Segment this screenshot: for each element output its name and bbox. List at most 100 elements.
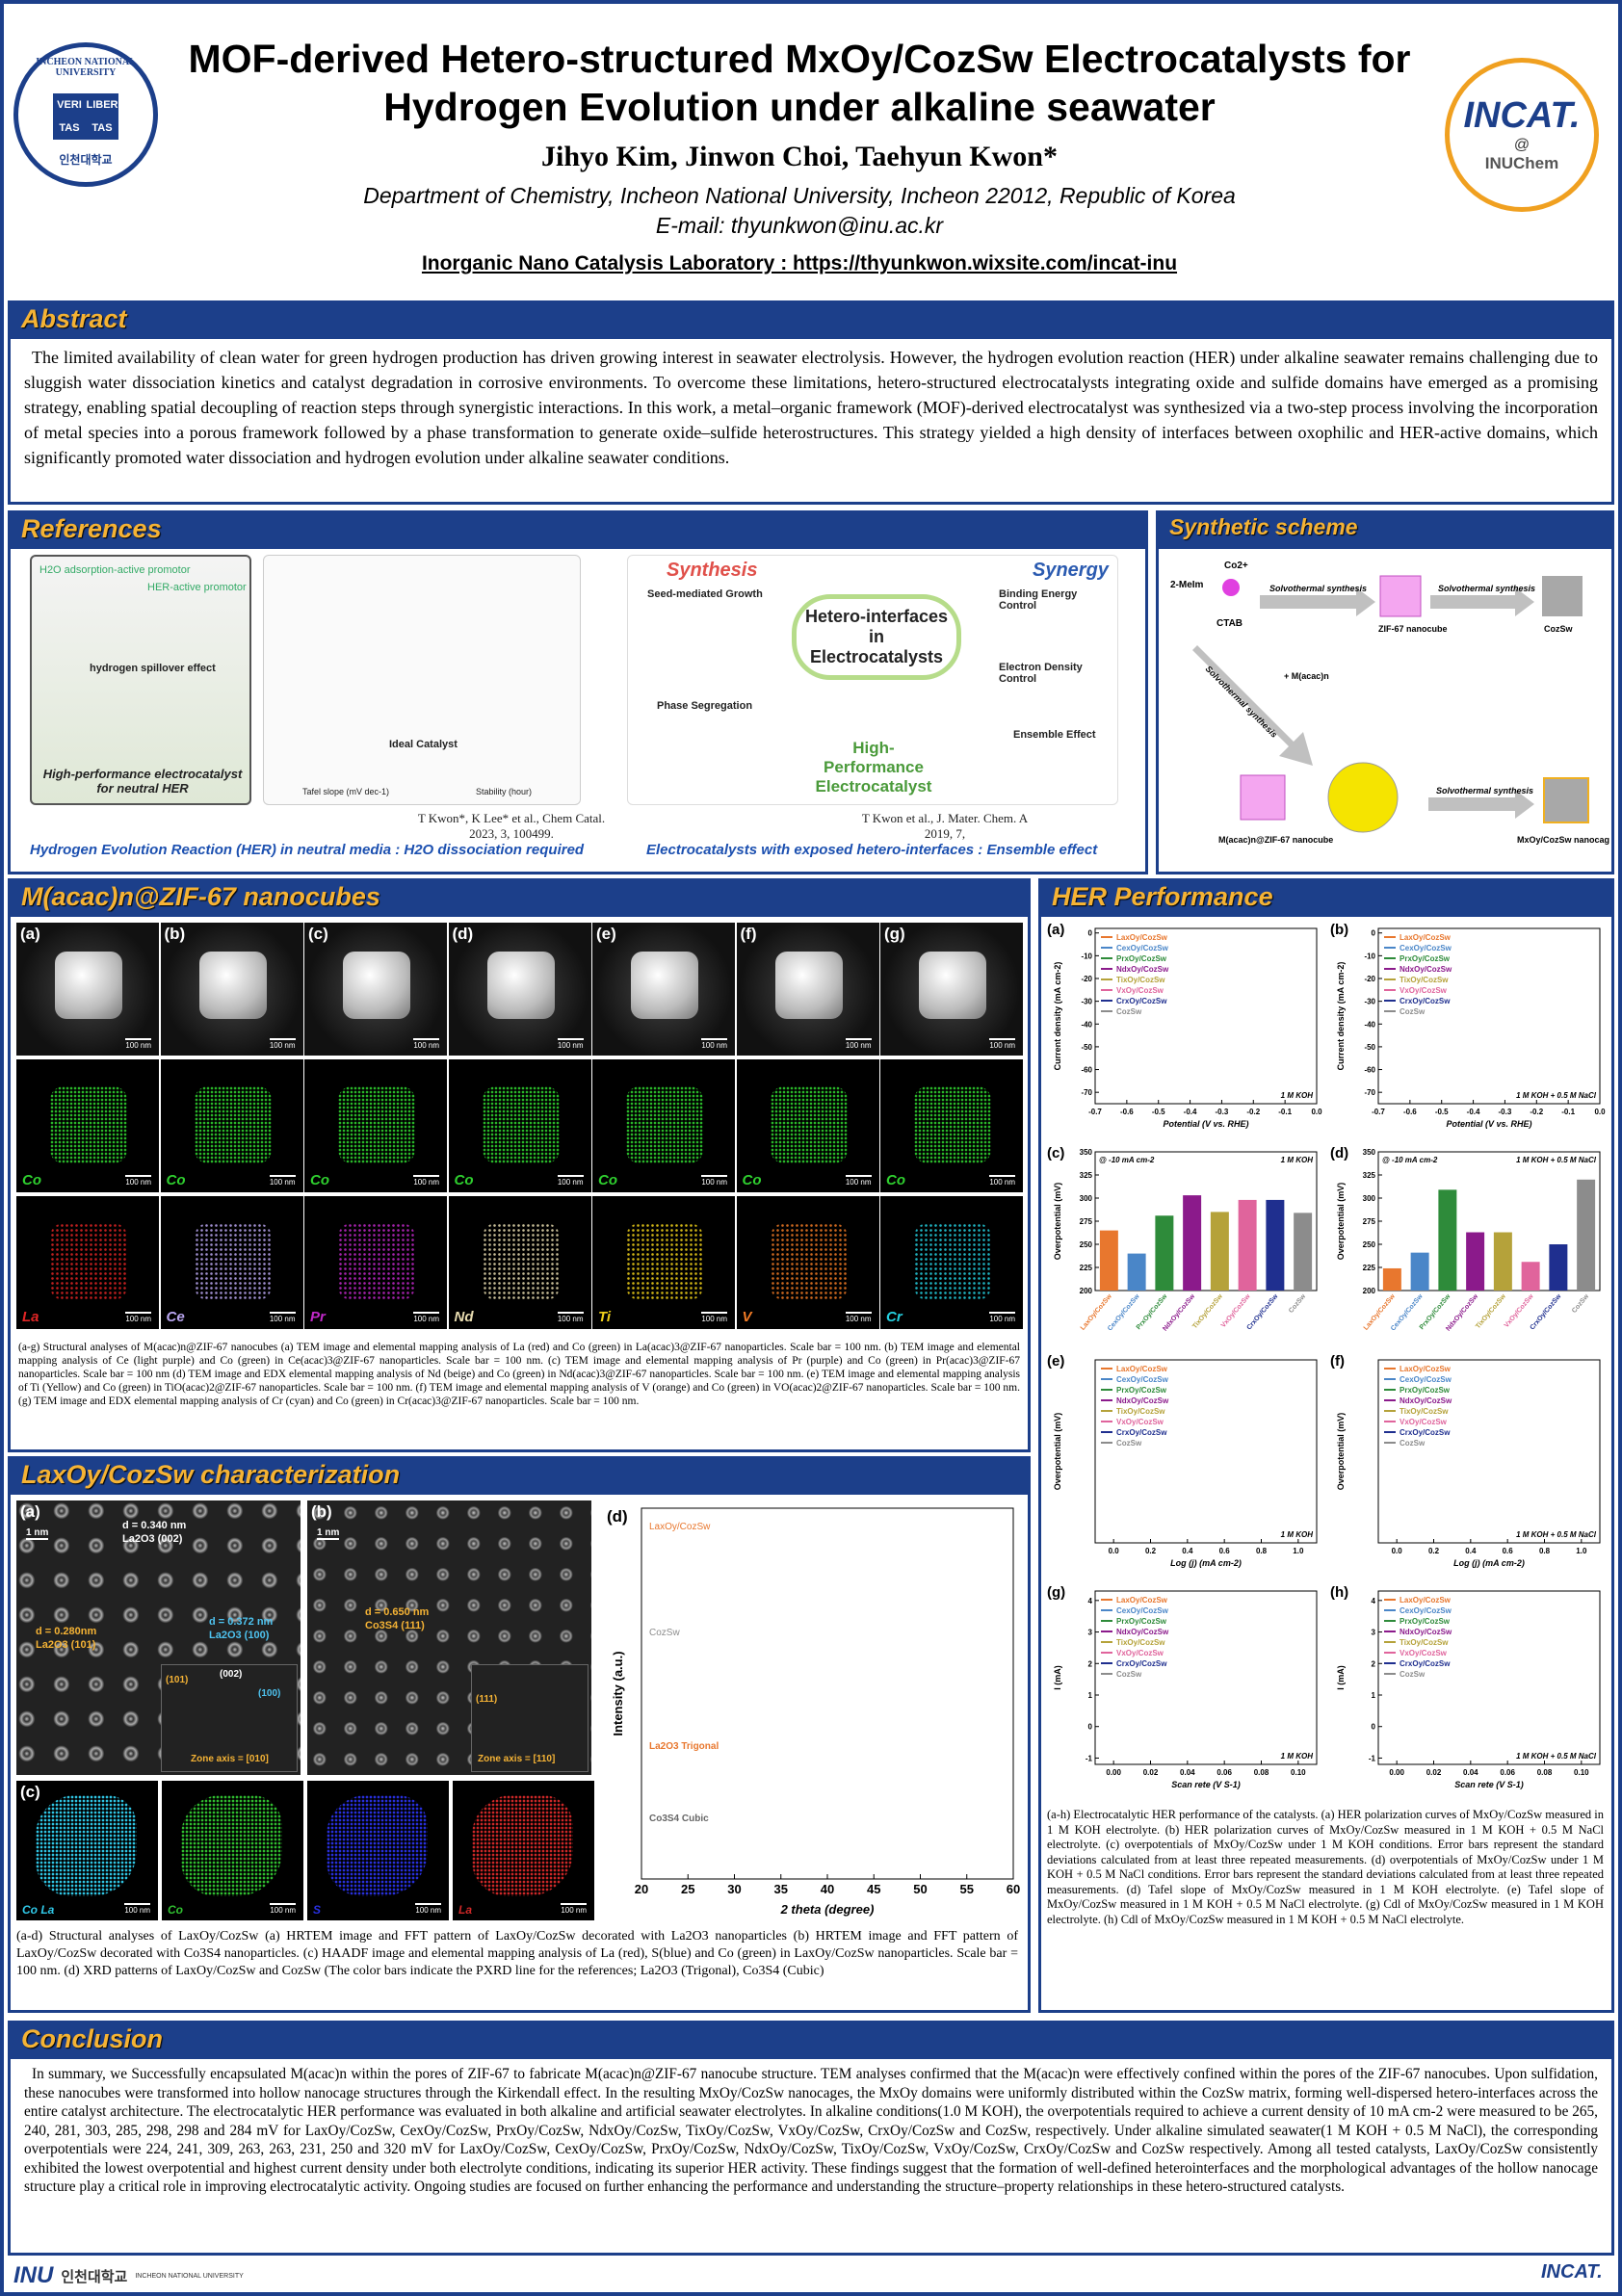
scale-bar: 100 nm — [701, 1175, 727, 1187]
haadf-map: (c) Co La 100 nm — [16, 1781, 158, 1920]
scheme-label: CTAB — [1216, 618, 1243, 629]
x-tick-label: 0.10 — [1291, 1768, 1306, 1777]
x-tick-label: -0.4 — [1467, 1108, 1480, 1116]
cube — [486, 952, 555, 1019]
university-logo: INCHEON NATIONAL UNIVERSITY VERI LIBER TA… — [13, 42, 158, 187]
element-label: La — [458, 1903, 473, 1917]
authors: Jihyo Kim, Jinwon Choi, Taehyun Kwon* — [540, 141, 1058, 172]
panel-label: (c) — [308, 925, 328, 943]
category-label: VxOy/CozSw — [1220, 1292, 1252, 1329]
legend-label: VxOy/CozSw — [1400, 986, 1448, 995]
y-axis-label: Overpotential (mV) — [1336, 1413, 1346, 1491]
y-tick-label: -50 — [1081, 1043, 1092, 1052]
y-tick-label: 300 — [1363, 1194, 1376, 1203]
panel-label: (g) — [884, 925, 905, 943]
figure-label: Hetero-interfaces in Electrocatalysts — [792, 594, 961, 680]
nanocubes-body: (a-g) Structural analyses of M(acac)n@ZI… — [11, 917, 1028, 1449]
x-axis-label: Scan rete (V S-1) — [1454, 1780, 1524, 1789]
y-axis-label: I (mA) — [1053, 1665, 1062, 1690]
bar — [1493, 1232, 1512, 1291]
legend-label: VxOy/CozSw — [1116, 1418, 1164, 1426]
y-tick-label: 2 — [1372, 1659, 1376, 1668]
bar — [1183, 1195, 1202, 1291]
figure-label: High-Performance Electrocatalyst — [815, 739, 932, 796]
y-tick-label: -10 — [1081, 952, 1092, 960]
scale-bar: 100 nm — [561, 1903, 587, 1915]
y-tick-label: -1 — [1369, 1754, 1376, 1762]
element-map: Cr 100 nm — [880, 1196, 1023, 1329]
figure-label: Stability (hour) — [476, 787, 533, 796]
note: 1 M KOH — [1281, 1091, 1314, 1100]
y-tick-label: -40 — [1081, 1020, 1092, 1029]
hrtem-image: (b) 1 nm d = 0.650 nm Co3S4 (111) (111) … — [307, 1500, 591, 1775]
note: 1 M KOH + 0.5 M NaCl — [1516, 1530, 1597, 1539]
y-tick-label: 0 — [1088, 929, 1093, 938]
note: 1 M KOH + 0.5 M NaCl — [1516, 1156, 1597, 1164]
bar — [1294, 1213, 1313, 1291]
figure-label: Seed-mediated Growth — [647, 588, 763, 600]
y-axis-label: I (mA) — [1336, 1665, 1346, 1690]
map-signal — [181, 1795, 282, 1896]
legend-label: LaxOy/CozSw — [1400, 933, 1452, 942]
legend-label: LaxOy/CozSw — [1116, 1596, 1168, 1605]
legend-label: LaxOy/CozSw — [1400, 1365, 1452, 1373]
panel-label: (e) — [596, 925, 616, 943]
x-tick-label: -0.7 — [1088, 1108, 1102, 1116]
legend-label: LaxOy/CozSw — [1116, 1365, 1168, 1373]
element-signal — [338, 1223, 415, 1300]
lab-logo: INCAT. @ INUChem — [1445, 58, 1599, 212]
logo-korean: 인천대학교 — [59, 153, 113, 167]
characterization-body: (a) d = 0.340 nm La2O3 (002) d = 0.280nm… — [11, 1495, 1028, 2010]
scale-bar: 1 nm — [26, 1527, 49, 1540]
annotation: (002) — [220, 1669, 243, 1680]
scale-bar: 100 nm — [989, 1038, 1015, 1050]
x-tick-label: 0.6 — [1503, 1547, 1514, 1555]
panel-label: (c) — [1047, 1145, 1064, 1161]
x-tick-label: 0.02 — [1426, 1768, 1442, 1777]
x-tick-label: 0.0 — [1311, 1108, 1322, 1116]
x-tick-label: 0.00 — [1106, 1768, 1121, 1777]
section-heading: LaxOy/CozSw characterization — [21, 1460, 401, 1489]
figure-caption: (a-d) Structural analyses of LaxOy/CozSw… — [16, 1929, 1018, 1978]
co-map: Co 100 nm — [736, 1059, 879, 1192]
element-label: Co — [742, 1172, 762, 1188]
co-signal — [914, 1086, 991, 1163]
arrow — [1260, 587, 1375, 616]
element-label: Cr — [886, 1309, 903, 1325]
scale-bar: 100 nm — [413, 1312, 439, 1323]
y-axis-label: Overpotential (mV) — [1053, 1183, 1062, 1261]
logo-word: TAS — [59, 122, 80, 134]
scale-bar: 100 nm — [989, 1312, 1015, 1323]
element-signal — [194, 1223, 272, 1300]
y-tick-label: -40 — [1364, 1020, 1375, 1029]
co-map: Co 100 nm — [304, 1059, 447, 1192]
element-label: Co — [168, 1903, 183, 1917]
abstract-section: Abstract The limited availability of cle… — [8, 300, 1614, 505]
scale-bar: 100 nm — [125, 1038, 151, 1050]
bar — [1549, 1244, 1568, 1291]
plot-frame — [1094, 927, 1318, 1105]
scheme-label: Co2+ — [1224, 561, 1248, 571]
x-tick-label: 25 — [681, 1882, 694, 1896]
lab-logo-title: INCAT. — [1463, 95, 1581, 136]
scale-bar: 100 nm — [557, 1175, 584, 1187]
legend-label: TixOy/CozSw — [1116, 976, 1165, 984]
y-tick-label: -70 — [1081, 1088, 1092, 1097]
legend-label: LaxOy/CozSw — [1400, 1596, 1452, 1605]
element-map: Pr 100 nm — [304, 1196, 447, 1329]
annotation: (111) — [476, 1694, 498, 1705]
category-label: CrxOy/CozSw — [1246, 1292, 1280, 1331]
reference-figure: Synthesis Seed-mediated Growth Phase Seg… — [627, 555, 1118, 805]
scheme-label: CozSw — [1544, 624, 1574, 634]
plot-frame — [1377, 927, 1601, 1105]
lab-link[interactable]: Inorganic Nano Catalysis Laboratory : ht… — [421, 252, 1178, 274]
note: 1 M KOH + 0.5 M NaCl — [1516, 1752, 1597, 1761]
citation: T Kwon*, K Lee* et al., Chem Catal. 2023… — [417, 811, 606, 841]
figure-label: High-performance electrocatalyst for neu… — [42, 767, 243, 796]
legend-label: PrxOy/CozSw — [1116, 1617, 1167, 1626]
plot-frame — [1094, 1590, 1318, 1765]
footer-right: INCAT. — [1541, 2261, 1603, 2283]
hrtem-image: (a) d = 0.340 nm La2O3 (002) d = 0.280nm… — [16, 1500, 301, 1775]
element-map: Ce 100 nm — [160, 1196, 303, 1329]
